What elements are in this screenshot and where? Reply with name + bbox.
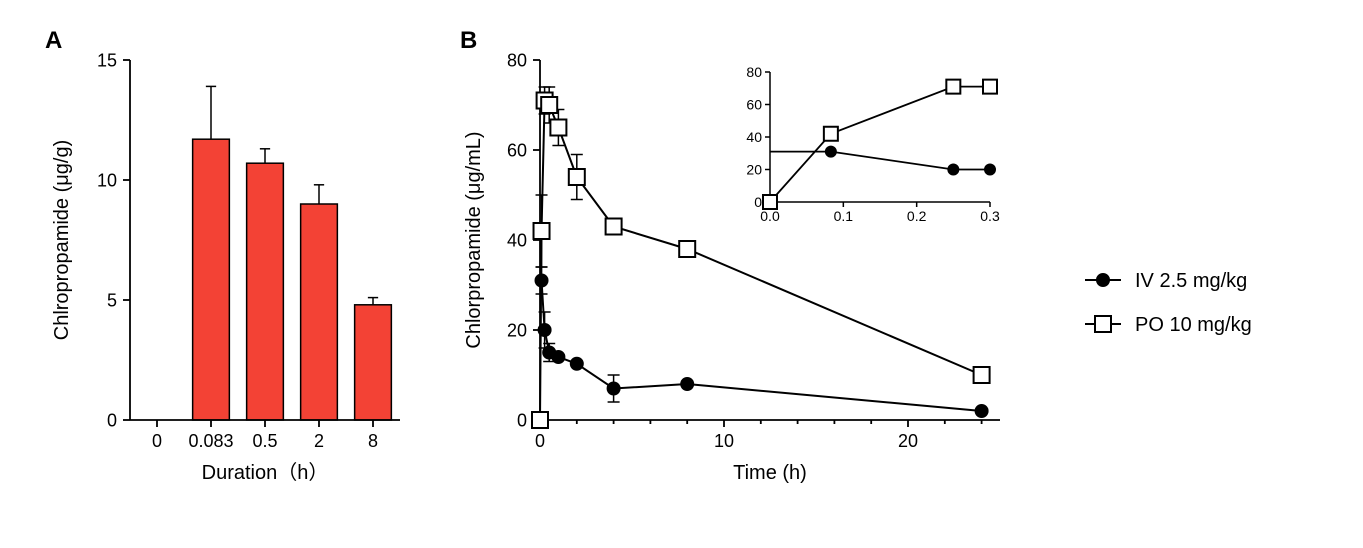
marker-square xyxy=(606,219,622,235)
legend-marker xyxy=(1097,274,1109,286)
marker-square xyxy=(763,195,777,209)
bar xyxy=(355,305,392,420)
inset-x-tick-label: 0.1 xyxy=(834,208,854,224)
marker-square xyxy=(974,367,990,383)
marker-square xyxy=(983,80,997,94)
marker-circle xyxy=(608,383,620,395)
y-axis-label: Chlropropamide (μg/g) xyxy=(51,140,73,341)
inset-y-tick-label: 60 xyxy=(746,96,762,112)
inset-x-tick-label: 0.0 xyxy=(760,208,780,224)
marker-square xyxy=(824,127,838,141)
y-tick-label: 60 xyxy=(507,140,527,160)
y-tick-label: 80 xyxy=(507,50,527,70)
inset-y-tick-label: 40 xyxy=(746,129,762,145)
marker-circle xyxy=(948,165,958,175)
marker-circle xyxy=(826,147,836,157)
bar xyxy=(301,204,338,420)
x-tick-label: 2 xyxy=(314,431,324,451)
y-tick-label: 5 xyxy=(107,290,117,310)
marker-circle xyxy=(976,405,988,417)
legend-label: IV 2.5 mg/kg xyxy=(1135,270,1247,292)
y-tick-label: 15 xyxy=(97,50,117,70)
y-tick-label: 40 xyxy=(507,230,527,250)
panel-b: B 0 20 40 60 80 0 10 20 Time (h) Chlorpropamide (μ… xyxy=(460,27,1252,484)
marker-circle xyxy=(681,378,693,390)
y-tick-label: 0 xyxy=(107,410,117,430)
marker-circle xyxy=(571,358,583,370)
marker-square xyxy=(532,412,548,428)
marker-circle xyxy=(985,165,995,175)
inset-x-tick-label: 0.2 xyxy=(907,208,927,224)
figure-stage: A00.0830.528051015Duration（h）Chlropropam… xyxy=(0,0,1363,548)
marker-circle xyxy=(552,351,564,363)
x-tick-label: 8 xyxy=(368,431,378,451)
marker-square xyxy=(679,241,695,257)
marker-square xyxy=(541,97,557,113)
x-axis-label: Duration（h） xyxy=(202,461,329,484)
marker-square xyxy=(569,169,585,185)
panel-a: A 0 0.083 0.5 2 8 0 5 10 15 Duration（h） Chlropropam… xyxy=(45,27,400,484)
marker-square xyxy=(534,223,550,239)
legend-label: PO 10 mg/kg xyxy=(1135,314,1252,336)
x-tick-label: 0 xyxy=(152,431,162,451)
y-axis-label: Chlorpropamide (μg/mL) xyxy=(463,131,485,348)
legend-marker xyxy=(1095,316,1111,332)
x-axis-label: Time (h) xyxy=(733,462,807,484)
bar xyxy=(247,163,284,420)
marker-square xyxy=(946,80,960,94)
x-tick-label: 10 xyxy=(714,431,734,451)
figure-svg: A00.0830.528051015Duration（h）Chlropropam… xyxy=(0,0,1363,548)
x-tick-label: 0.5 xyxy=(252,431,277,451)
y-tick-label: 0 xyxy=(517,410,527,430)
legend: IV 2.5 mg/kg PO 10 mg/kg xyxy=(1085,270,1252,336)
x-tick-label: 20 xyxy=(898,431,918,451)
panel-b-label: B xyxy=(460,27,477,54)
panel-a-label: A xyxy=(45,27,62,54)
bar xyxy=(193,139,230,420)
panel-b-inset: 0204060800.00.10.20.3 xyxy=(736,64,1000,226)
x-tick-label: 0.083 xyxy=(188,431,233,451)
inset-x-tick-label: 0.3 xyxy=(980,208,1000,224)
inset-y-tick-label: 20 xyxy=(746,161,762,177)
y-tick-label: 20 xyxy=(507,320,527,340)
y-tick-label: 10 xyxy=(97,170,117,190)
marker-square xyxy=(550,120,566,136)
inset-y-tick-label: 80 xyxy=(746,64,762,80)
x-tick-label: 0 xyxy=(535,431,545,451)
